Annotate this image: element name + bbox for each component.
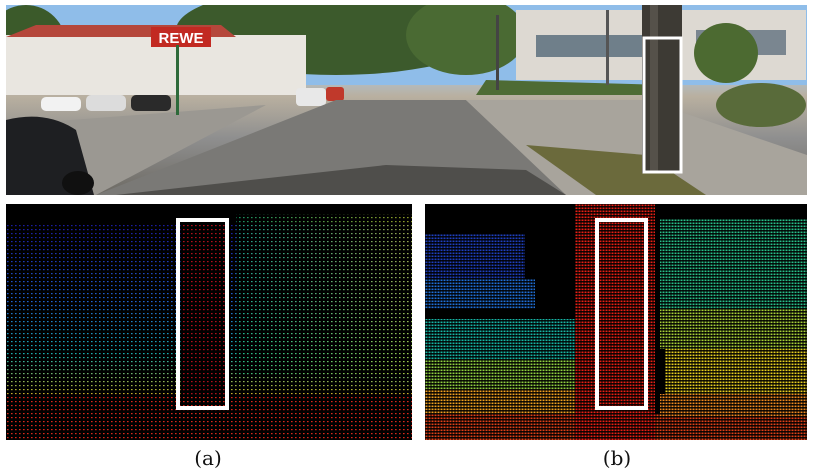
storefront-sign: REWE bbox=[159, 30, 204, 47]
sparse-depth-map bbox=[6, 204, 412, 440]
street-scene-photo: REWE bbox=[6, 5, 807, 195]
sparse-depth-points bbox=[6, 214, 412, 440]
highlight-box-a bbox=[176, 218, 229, 410]
highlight-box bbox=[642, 36, 683, 174]
caption-b: (b) bbox=[602, 446, 632, 470]
dense-depth-points bbox=[425, 204, 807, 440]
highlight-box-b bbox=[595, 218, 648, 410]
caption-a: (a) bbox=[194, 446, 222, 470]
dense-depth-map bbox=[425, 204, 807, 440]
street-scene-illustration: REWE bbox=[6, 5, 807, 195]
